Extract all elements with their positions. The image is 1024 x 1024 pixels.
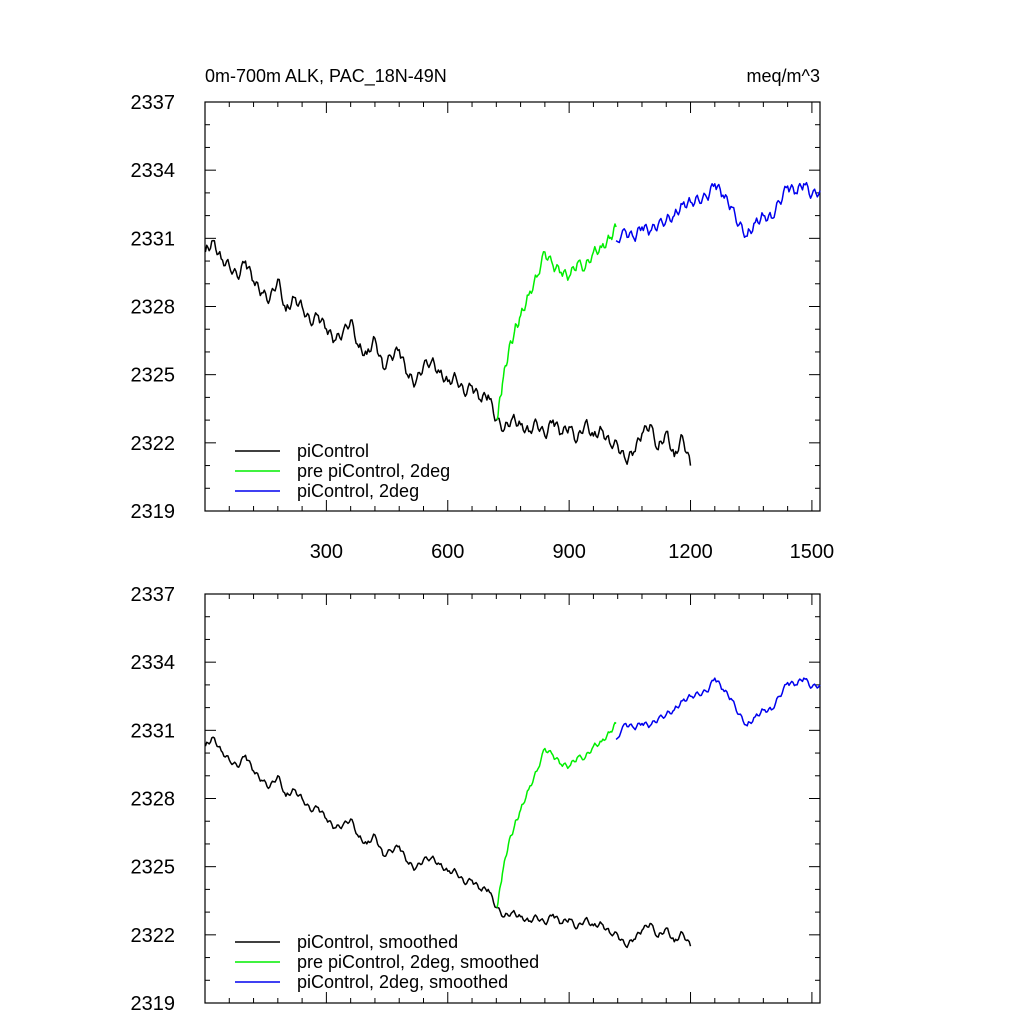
series-line-0: [204, 239, 692, 466]
y-tick-label: 2319: [131, 993, 176, 1015]
y-tick-label: 2337: [131, 584, 176, 606]
y-tick-label: 2328: [131, 789, 176, 811]
x-tick-label: 1200: [668, 541, 713, 563]
bottom-panel: 2319 2322 2325 2328 2331 2334 2337 piControl, s…: [131, 584, 821, 1015]
y-tick-label: 2337: [131, 92, 176, 114]
legend-label: pre piControl, 2deg, smoothed: [297, 952, 539, 972]
top-panel: 2319 2322 2325 2328 2331 2334 2337 300 600 900 120…: [131, 92, 835, 563]
x-tick-label: 300: [310, 541, 343, 563]
legend-label: piControl, 2deg: [297, 481, 419, 501]
y-tick-label: 2325: [131, 857, 176, 879]
x-tick-label: 900: [552, 541, 585, 563]
y-tick-label: 2319: [131, 501, 176, 523]
y-tick-label: 2334: [131, 160, 176, 182]
series-line-1: [496, 721, 617, 908]
legend-label: pre piControl, 2deg: [297, 461, 450, 481]
y-tick-label: 2331: [131, 720, 176, 742]
chart-title: 0m-700m ALK, PAC_18N-49N: [205, 66, 447, 87]
units-label: meq/m^3: [747, 66, 820, 86]
x-tick-label: 600: [431, 541, 464, 563]
y-tick-label: 2328: [131, 297, 176, 319]
series-line-2: [615, 181, 821, 244]
series-line-1: [496, 223, 617, 421]
y-tick-label: 2322: [131, 925, 176, 947]
legend-label: piControl: [297, 441, 369, 461]
series-line-2: [615, 677, 821, 740]
x-tick-label: 1500: [790, 541, 835, 563]
y-tick-label: 2331: [131, 228, 176, 250]
y-tick-label: 2334: [131, 652, 176, 674]
legend-label: piControl, 2deg, smoothed: [297, 972, 508, 992]
series-line-0: [204, 736, 692, 949]
y-tick-label: 2325: [131, 365, 176, 387]
legend-label: piControl, smoothed: [297, 932, 458, 952]
y-tick-label: 2322: [131, 433, 176, 455]
